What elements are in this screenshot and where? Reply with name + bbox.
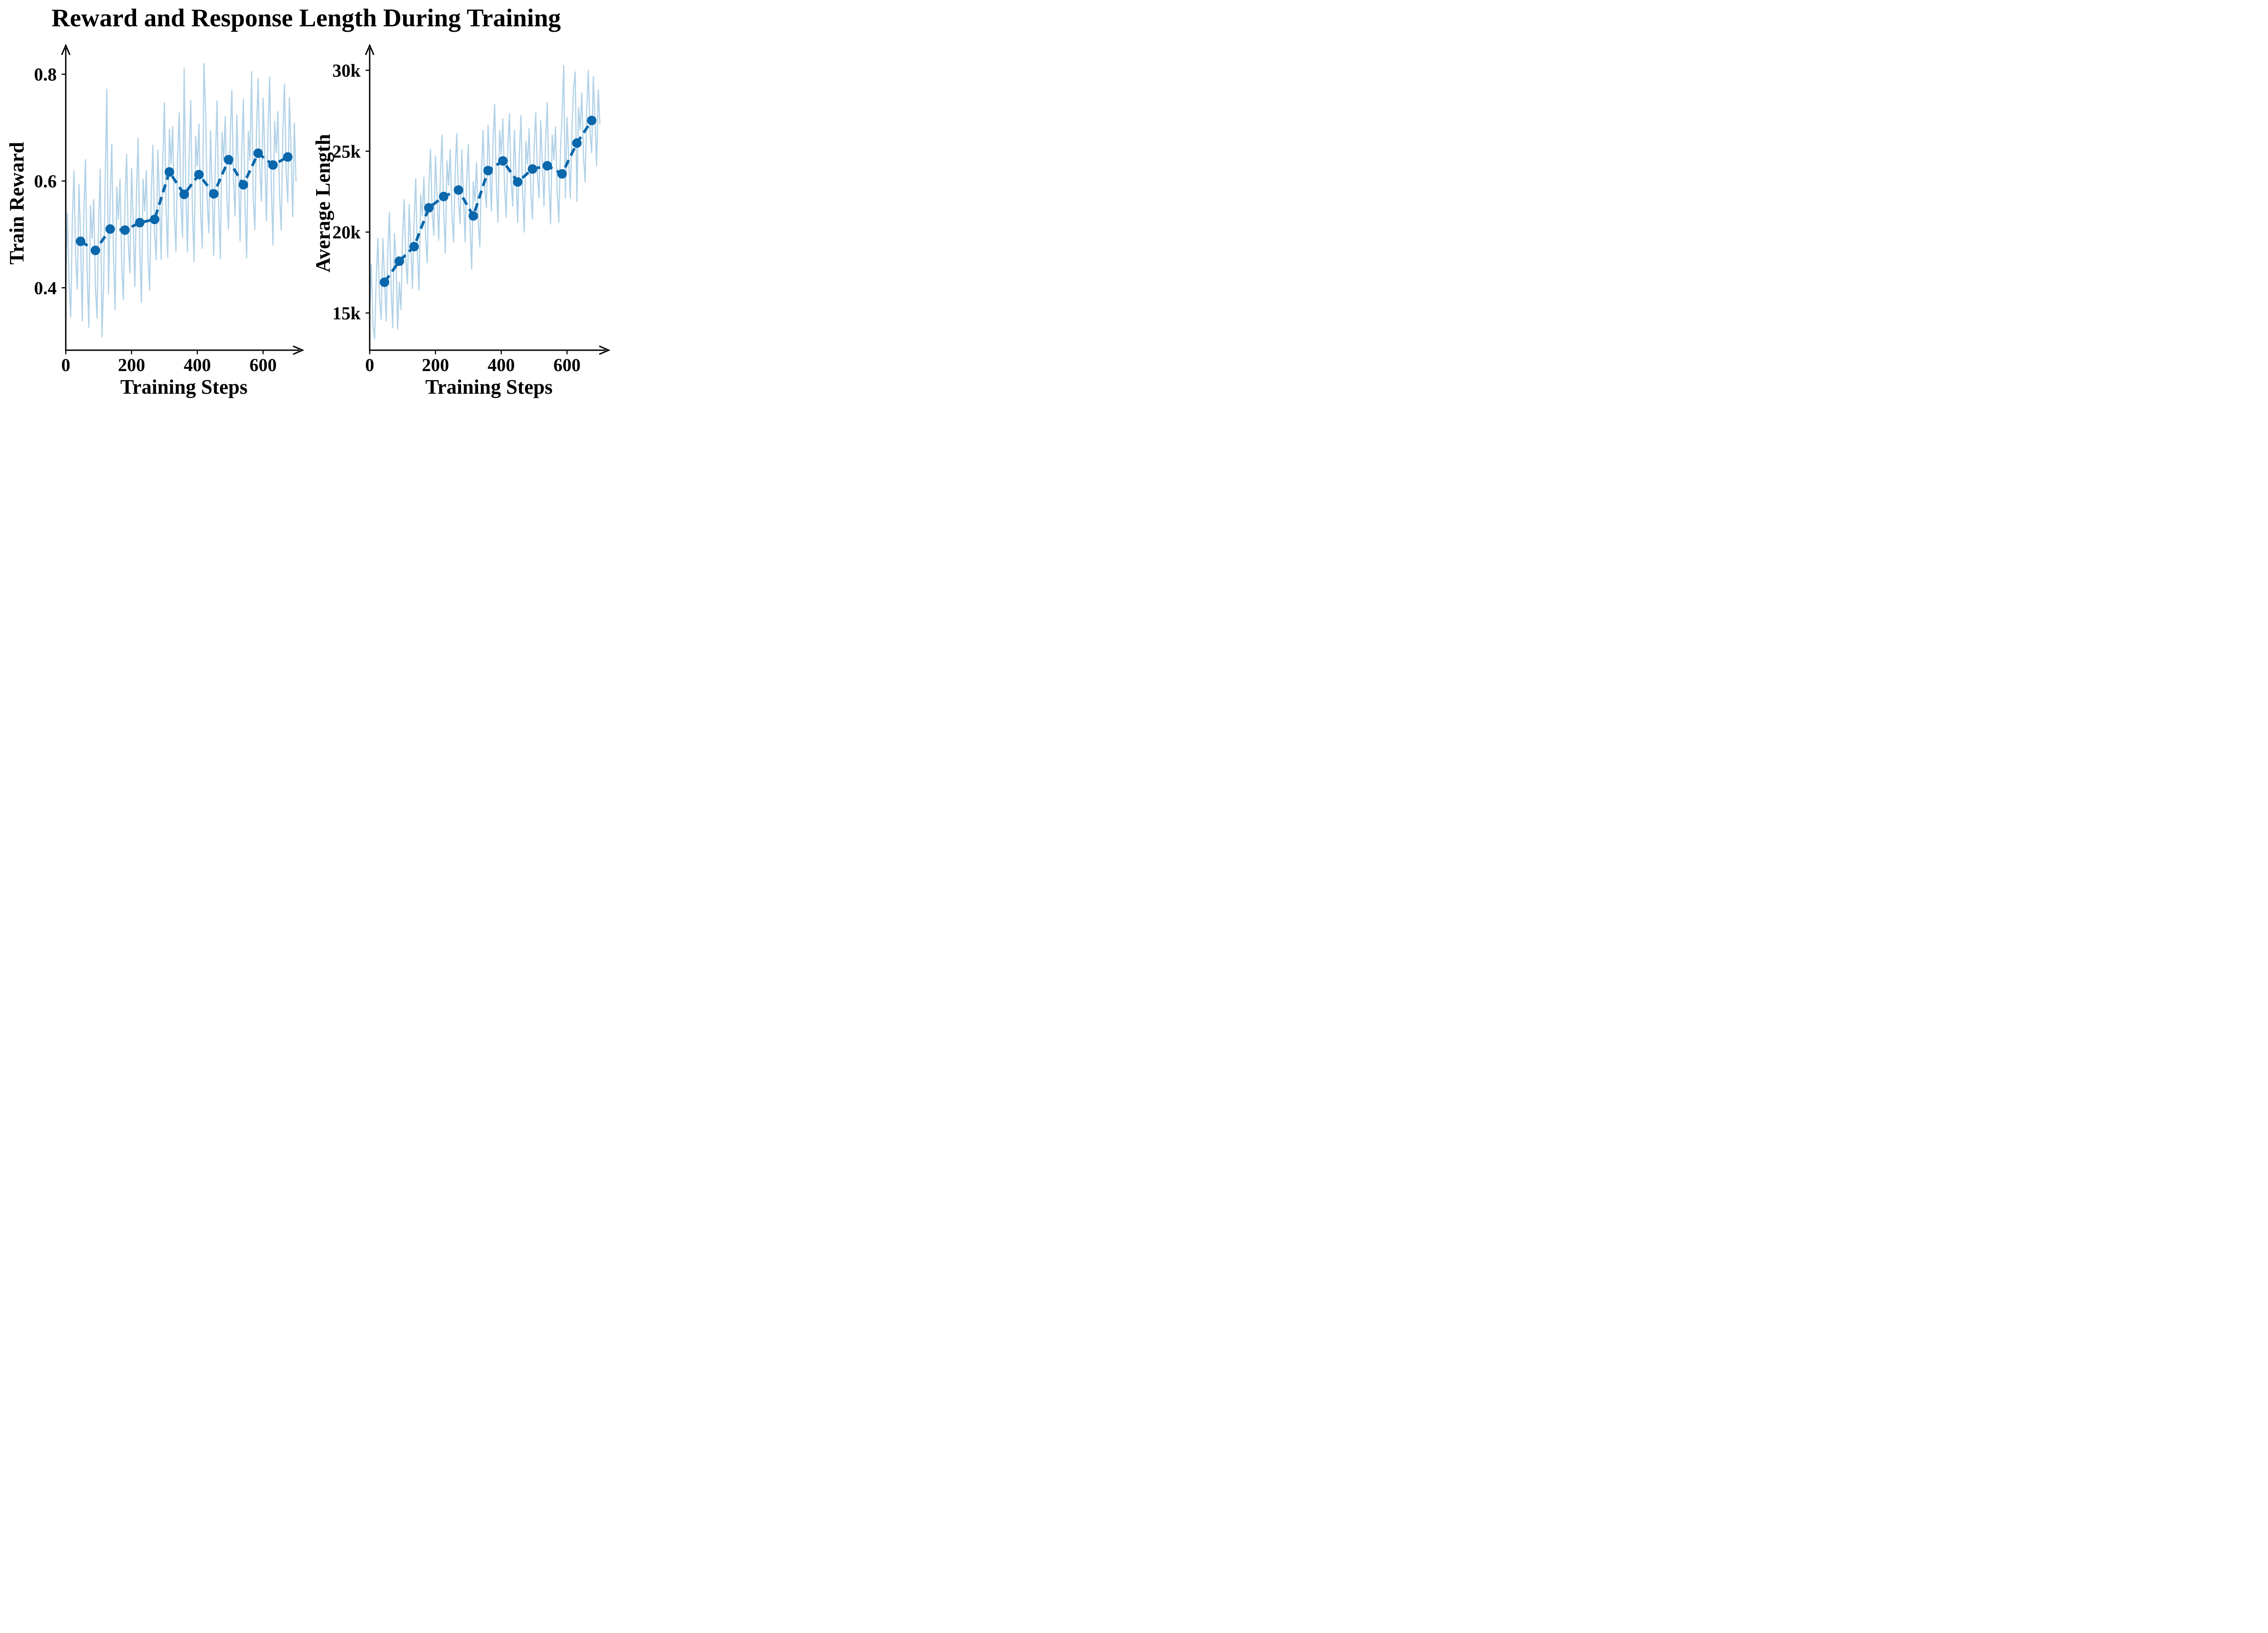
train_reward-marker <box>268 160 278 170</box>
train_reward-tick-labels: 0 200 400 600 0.4 0.6 0.8 <box>34 64 277 375</box>
figure-title: Reward and Response Length During Traini… <box>51 4 561 32</box>
x-tick-label: 0 <box>365 355 374 375</box>
y-axis-arrowhead <box>61 44 71 55</box>
average_length-markers <box>380 116 596 287</box>
y-tick-label: 0.4 <box>34 278 57 298</box>
average-length-chart: 0 200 400 600 15k 20k 25k 30k Training Steps Aver… <box>312 44 611 398</box>
average_length-ticks <box>366 69 568 354</box>
train_reward-ticks <box>62 73 264 354</box>
average_length-marker <box>394 256 404 266</box>
train_reward-marker <box>253 148 263 158</box>
average_length-y-axis-label: Average Length <box>312 134 334 272</box>
average_length-marker <box>468 211 478 221</box>
train_reward-marker <box>179 189 189 199</box>
average_length-marker <box>439 191 449 201</box>
y-tick-label: 25k <box>332 141 361 161</box>
train_reward-marker <box>76 236 86 246</box>
train_reward-marker <box>90 245 100 255</box>
train_reward-marker <box>239 180 248 190</box>
average_length-marker <box>587 116 596 126</box>
train_reward-marker <box>283 152 293 162</box>
average_length-marker <box>424 203 434 213</box>
average_length-axes <box>365 44 611 355</box>
train_reward-markers <box>76 148 293 255</box>
train_reward-marker <box>209 189 219 199</box>
train_reward-marker <box>150 215 160 225</box>
average_length-marker <box>483 166 493 176</box>
average_length-marker <box>528 164 538 174</box>
train-reward-panel: 0 200 400 600 0.4 0.6 0.8 Training Steps Train R… <box>0 36 306 408</box>
y-tick-label: 0.6 <box>34 171 57 191</box>
train_reward-marker <box>224 155 234 165</box>
x-tick-label: 600 <box>249 355 277 375</box>
y-tick-label: 30k <box>332 60 361 81</box>
average_length-marker <box>557 169 567 179</box>
average_length-marker <box>543 161 552 171</box>
x-axis-arrowhead <box>293 345 304 355</box>
x-tick-label: 600 <box>553 355 581 375</box>
x-tick-label: 400 <box>184 355 211 375</box>
y-axis-arrowhead <box>365 44 375 55</box>
train_reward-y-axis-label: Train Reward <box>5 142 28 264</box>
train_reward-marker <box>105 224 115 234</box>
train_reward-raw-line <box>65 63 297 337</box>
train_reward-marker <box>194 170 204 180</box>
average_length-marker <box>513 177 523 187</box>
average_length-tick-labels: 0 200 400 600 15k 20k 25k 30k <box>332 60 581 375</box>
average_length-marker <box>380 277 390 287</box>
x-tick-label: 200 <box>422 355 449 375</box>
average_length-raw-line <box>369 65 601 340</box>
y-tick-label: 20k <box>332 222 361 243</box>
train-reward-chart: 0 200 400 600 0.4 0.6 0.8 Training Steps Train R… <box>5 44 304 398</box>
train_reward-smoothed-line <box>80 152 288 252</box>
train_reward-marker <box>120 225 130 235</box>
figure: Reward and Response Length During Traini… <box>0 0 612 408</box>
train_reward-marker <box>135 218 145 228</box>
train_reward-marker <box>164 167 174 177</box>
x-tick-label: 200 <box>118 355 145 375</box>
x-axis-arrowhead <box>599 345 611 355</box>
average_length-marker <box>409 242 419 252</box>
x-tick-label: 400 <box>488 355 515 375</box>
average_length-x-axis-label: Training Steps <box>425 376 552 398</box>
average_length-marker <box>572 138 582 148</box>
y-tick-label: 15k <box>332 303 361 323</box>
average_length-marker <box>454 185 464 195</box>
average-length-panel: 0 200 400 600 15k 20k 25k 30k Training Steps Aver… <box>306 36 612 408</box>
x-tick-label: 0 <box>61 355 70 375</box>
y-tick-label: 0.8 <box>34 64 57 85</box>
train_reward-axes <box>61 44 304 355</box>
charts-row: 0 200 400 600 0.4 0.6 0.8 Training Steps Train R… <box>0 36 612 408</box>
average_length-marker <box>498 156 508 166</box>
train_reward-x-axis-label: Training Steps <box>120 376 247 398</box>
